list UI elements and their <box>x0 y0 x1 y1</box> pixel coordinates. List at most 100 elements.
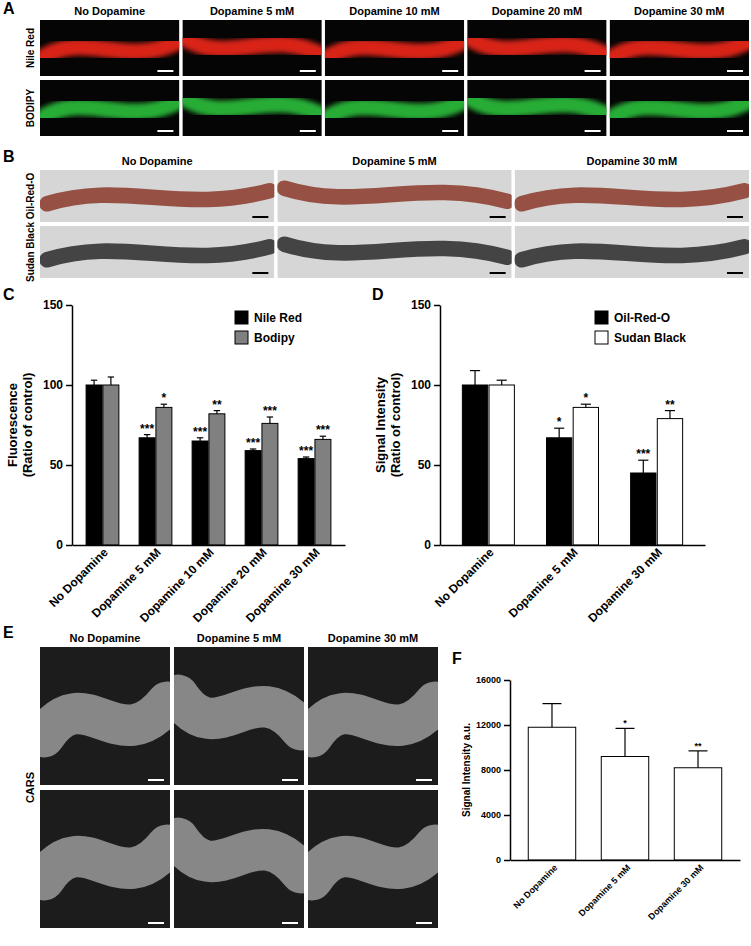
y-axis: 0400080001200016000 <box>476 675 511 865</box>
legend: Nile RedBodipy <box>235 311 302 345</box>
micrograph <box>515 170 749 222</box>
error-bar-stem <box>474 371 475 385</box>
micrograph-background <box>325 80 464 136</box>
axis-line <box>511 860 741 862</box>
significance-label: ** <box>665 398 675 412</box>
plot-area <box>86 377 331 545</box>
scale-bar <box>416 779 432 781</box>
worm <box>284 188 507 201</box>
error-bar <box>470 371 480 385</box>
x-tick: Dopamine 30 mM <box>585 545 665 625</box>
scale-bar <box>490 272 506 274</box>
scale-bar <box>727 272 743 274</box>
y-tick-label: 0 <box>56 538 63 552</box>
scale-bar <box>490 216 506 218</box>
y-tick: 50 <box>418 458 440 472</box>
y-axis: 0 50 100 150 <box>43 298 73 552</box>
column-label: Dopamine 30 mM <box>587 155 677 167</box>
worm <box>312 845 436 880</box>
significance-label: * <box>584 391 589 405</box>
micrograph-background <box>515 226 749 278</box>
tick-mark <box>66 305 72 307</box>
micrograph <box>515 226 749 278</box>
micrograph <box>325 80 464 136</box>
worm <box>614 102 746 116</box>
y-tick: 16000 <box>476 675 510 685</box>
y-axis-title: (Ratio of control) <box>388 373 403 478</box>
micrograph <box>174 790 304 928</box>
y-tick: 0 <box>424 538 440 552</box>
bar <box>489 385 514 545</box>
error-bar <box>638 460 648 473</box>
axis-line <box>441 545 706 547</box>
bar <box>674 768 721 860</box>
bar <box>462 385 487 545</box>
panel-letter: A <box>3 0 15 17</box>
tick-mark <box>66 385 72 387</box>
y-tick-label: 150 <box>411 298 431 312</box>
x-tick: Dopamine 30 mM <box>243 545 323 625</box>
error-bar-stem <box>559 428 560 438</box>
panel-letter: D <box>372 286 384 303</box>
y-tick-label: 0 <box>496 855 501 865</box>
worm <box>471 100 603 114</box>
y-tick: 50 <box>50 458 72 472</box>
axis-line <box>73 545 346 547</box>
bar <box>103 385 119 545</box>
bar-chart: *********************050100150No Dopamin… <box>3 286 346 625</box>
column-label: Dopamine 5 mM <box>210 5 294 17</box>
legend-label: Nile Red <box>254 311 302 325</box>
micrograph-background <box>467 20 606 76</box>
scale-bar <box>727 130 743 132</box>
column-label: Dopamine 20 mM <box>492 5 582 17</box>
error-bar-stem <box>643 460 644 473</box>
x-tick-label: Dopamine 30 mM <box>585 545 665 625</box>
micrograph <box>308 790 438 928</box>
scale-bar <box>148 779 164 781</box>
x-tick-label: Dopamine 30 mM <box>646 862 705 921</box>
y-axis: 0 50 100 150 <box>411 298 441 552</box>
micrograph <box>467 20 606 76</box>
scale-bar <box>442 130 458 132</box>
micrograph-background <box>467 80 606 136</box>
bar-chart: *******050100150No DopamineDopamine 5 mM… <box>372 286 706 625</box>
bar <box>573 407 598 545</box>
bar <box>245 451 261 545</box>
axis-line <box>72 306 74 546</box>
micrograph <box>610 80 749 136</box>
panel-letter: F <box>452 650 462 667</box>
error-bar-cap <box>497 380 507 381</box>
y-tick: 100 <box>411 378 440 392</box>
legend-label: Sudan Black <box>614 331 686 345</box>
bar <box>546 438 571 545</box>
worm <box>47 247 270 260</box>
y-tick: 150 <box>411 298 440 312</box>
x-axis: No DopamineDopamine 5 mMDopamine 30 mM <box>432 545 705 625</box>
micrograph <box>40 80 179 136</box>
error-bar-stem <box>669 411 670 419</box>
micrograph-background <box>182 80 321 136</box>
y-tick: 0 <box>56 538 72 552</box>
bar <box>528 727 575 860</box>
scale-bar <box>585 70 601 72</box>
x-tick-label: No Dopamine <box>432 545 497 610</box>
bar <box>631 473 656 545</box>
micrograph <box>277 226 511 278</box>
micrograph <box>277 170 511 222</box>
y-tick-label: 150 <box>43 298 63 312</box>
image-panel: ENo DopamineDopamine 5 mMDopamine 30 mMC… <box>3 624 438 928</box>
tick-mark <box>66 545 72 547</box>
column-label: Dopamine 30 mM <box>328 632 418 644</box>
y-tick: 100 <box>43 378 72 392</box>
x-tick-label: Dopamine 5 mM <box>577 862 633 918</box>
bar <box>192 441 208 545</box>
x-tick: No Dopamine <box>511 860 559 911</box>
scale-bar <box>300 70 316 72</box>
worm <box>471 40 603 54</box>
column-label: Dopamine 5 mM <box>352 155 436 167</box>
y-axis-title: Fluorescence <box>5 383 20 467</box>
error-bar <box>497 380 507 385</box>
legend-swatch <box>235 311 248 324</box>
tick-mark <box>504 725 510 727</box>
scale-bar <box>727 216 743 218</box>
